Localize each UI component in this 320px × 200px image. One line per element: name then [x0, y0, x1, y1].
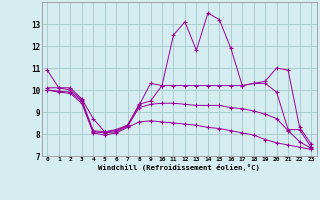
X-axis label: Windchill (Refroidissement éolien,°C): Windchill (Refroidissement éolien,°C) — [98, 164, 260, 171]
